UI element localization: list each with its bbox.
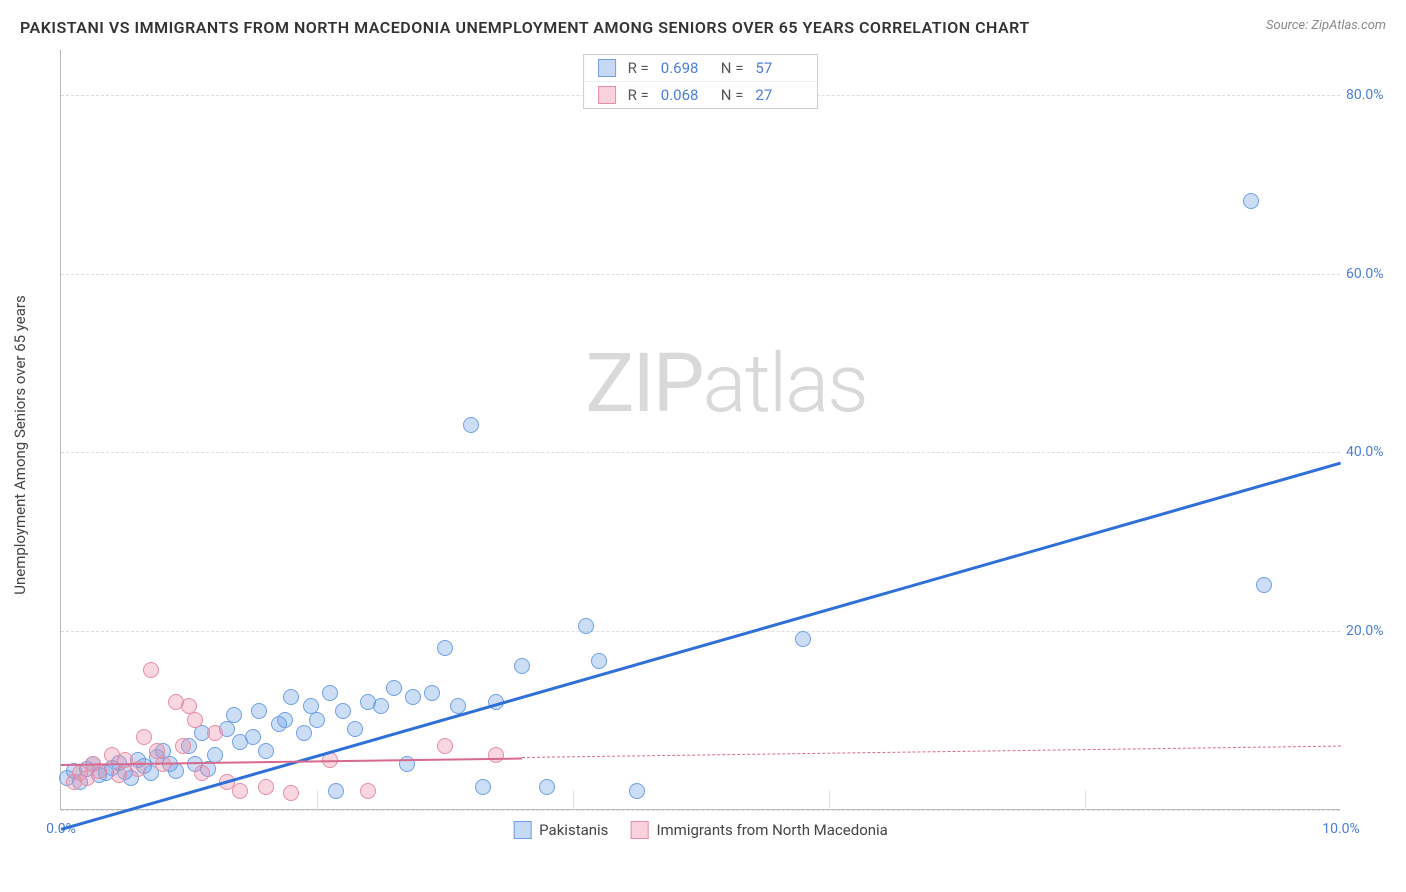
series-legend-label: Immigrants from North Macedonia [656,821,887,839]
data-point [245,729,261,745]
legend-swatch [598,59,616,77]
data-point [277,712,293,728]
data-point [424,685,440,701]
series-legend-label: Pakistanis [539,821,608,839]
gridline-h [61,452,1340,453]
y-tick-label: 20.0% [1346,623,1396,639]
legend-swatch [513,821,531,839]
data-point [795,631,811,647]
chart-area: Unemployment Among Seniors over 65 years… [50,50,1386,840]
data-point [194,765,210,781]
data-point [111,767,127,783]
data-point [258,779,274,795]
data-point [232,783,248,799]
data-point [591,653,607,669]
stat-value-n: 27 [755,86,803,104]
data-point [136,729,152,745]
stat-label-r: R = [628,59,649,77]
data-point [437,738,453,754]
gridline-h [61,631,1340,632]
data-point [514,658,530,674]
data-point [251,703,267,719]
tick-v [317,790,318,810]
gridline-h [61,274,1340,275]
series-legend-item: Immigrants from North Macedonia [630,821,887,839]
watermark-atlas: atlas [703,336,867,432]
stat-value-r: 0.698 [661,59,709,77]
data-point [187,712,203,728]
plot-region: ZIPatlas 20.0%40.0%60.0%80.0%0.0%10.0%R … [60,50,1340,810]
stat-value-n: 57 [755,59,803,77]
data-point [258,743,274,759]
correlation-legend-row: R = 0.698 N = 57 [584,55,818,82]
data-point [143,662,159,678]
data-point [91,763,107,779]
trend-line [61,461,1342,830]
y-tick-label: 80.0% [1346,87,1396,103]
y-axis-label: Unemployment Among Seniors over 65 years [11,295,29,594]
y-tick-label: 60.0% [1346,266,1396,282]
data-point [578,618,594,634]
data-point [629,783,645,799]
data-point [539,779,555,795]
watermark-zip: ZIP [585,336,702,432]
data-point [322,685,338,701]
data-point [488,747,504,763]
data-point [309,712,325,728]
data-point [386,680,402,696]
chart-title: PAKISTANI VS IMMIGRANTS FROM NORTH MACED… [20,18,1030,37]
tick-v [1085,790,1086,810]
y-tick-label: 40.0% [1346,444,1396,460]
chart-header: PAKISTANI VS IMMIGRANTS FROM NORTH MACED… [20,18,1386,37]
watermark: ZIPatlas [585,336,866,432]
data-point [207,725,223,741]
data-point [283,689,299,705]
gridline-h [61,810,1340,811]
stat-label-n: N = [721,59,744,77]
data-point [296,725,312,741]
stat-label-r: R = [628,86,649,104]
data-point [1243,193,1259,209]
data-point [405,689,421,705]
series-legend: Pakistanis Immigrants from North Macedoni… [513,821,888,839]
legend-swatch [630,821,648,839]
trend-line [522,746,1341,758]
tick-v [829,790,830,810]
data-point [1256,577,1272,593]
x-tick-label: 10.0% [1322,821,1360,837]
data-point [373,698,389,714]
legend-swatch [598,86,616,104]
data-point [475,779,491,795]
data-point [226,707,242,723]
data-point [437,640,453,656]
data-point [175,738,191,754]
series-legend-item: Pakistanis [513,821,608,839]
data-point [283,785,299,801]
correlation-legend: R = 0.698 N = 57 R = 0.068 N = 27 [583,54,819,109]
chart-source: Source: ZipAtlas.com [1266,18,1386,33]
tick-v [573,790,574,810]
data-point [360,783,376,799]
data-point [328,783,344,799]
stat-value-r: 0.068 [661,86,709,104]
correlation-legend-row: R = 0.068 N = 27 [584,82,818,108]
stat-label-n: N = [721,86,744,104]
data-point [463,417,479,433]
data-point [347,721,363,737]
data-point [335,703,351,719]
